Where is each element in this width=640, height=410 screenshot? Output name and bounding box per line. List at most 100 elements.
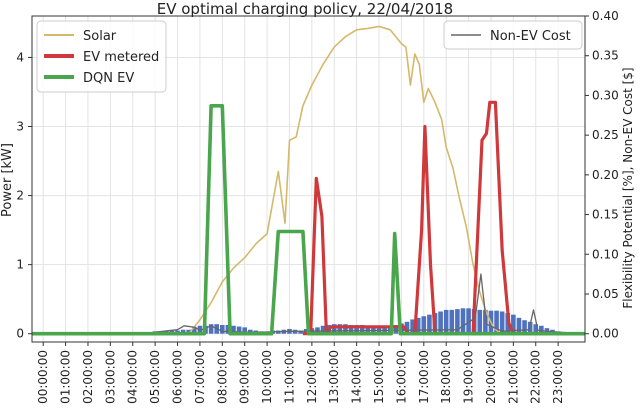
- y-axis-right-label: Flexibility Potential [%], Non-EV Cost […: [621, 67, 635, 308]
- flexibility-bar: [415, 317, 421, 334]
- flexibility-bar: [499, 311, 505, 334]
- x-tick-label: 18:00:00: [439, 350, 453, 404]
- flexibility-bar: [236, 326, 242, 334]
- x-axis: 00:00:00 01:00:00 02:00:00 03:00:00 04:00:00…: [36, 342, 565, 404]
- y-right-tick-label: 0.20: [592, 168, 619, 182]
- flexibility-bar: [376, 325, 382, 334]
- flexibility-bar: [477, 309, 483, 334]
- x-tick-label: 04:00:00: [126, 350, 140, 404]
- flexibility-bar: [527, 321, 533, 334]
- flexibility-bar: [348, 324, 354, 334]
- y-right-tick-label: 0.30: [592, 88, 619, 102]
- x-tick-label: 15:00:00: [372, 350, 386, 404]
- flexibility-bar: [443, 309, 449, 334]
- y-right-tick-label: 0.35: [592, 49, 619, 63]
- flexibility-bar: [359, 324, 365, 334]
- y-axis-right: 0.00 0.05 0.10 0.15 0.20 0.25 0.30 0.35 0.40: [585, 9, 619, 341]
- x-tick-label: 19:00:00: [462, 350, 476, 404]
- x-tick-label: 07:00:00: [193, 350, 207, 404]
- x-tick-label: 02:00:00: [81, 350, 95, 404]
- x-tick-label: 06:00:00: [171, 350, 185, 404]
- series-lines: [32, 25, 586, 336]
- y-right-tick-label: 0.00: [592, 327, 619, 341]
- x-tick-label: 23:00:00: [551, 350, 565, 404]
- y-left-tick-label: 0: [16, 327, 24, 341]
- legend-label-non-ev-cost: Non-EV Cost: [490, 29, 571, 44]
- flexibility-bar: [186, 329, 192, 334]
- x-tick-label: 12:00:00: [305, 350, 319, 404]
- flexibility-bar: [208, 324, 214, 334]
- flexibility-bar: [298, 330, 303, 334]
- flexibility-bar: [466, 308, 471, 334]
- y-right-tick-label: 0.05: [592, 287, 619, 301]
- flexibility-bar: [320, 325, 326, 334]
- flexibility-bar: [365, 325, 371, 334]
- y-right-tick-label: 0.10: [592, 247, 619, 261]
- flexibility-bar: [404, 321, 410, 334]
- y-left-tick-label: 4: [16, 50, 24, 64]
- x-tick-label: 08:00:00: [215, 350, 229, 404]
- y-right-tick-label: 0.25: [592, 128, 619, 142]
- x-tick-label: 22:00:00: [529, 350, 543, 404]
- flexibility-bar: [337, 324, 343, 334]
- legend-right: Non-EV Cost: [443, 20, 583, 50]
- flexibility-bar: [421, 316, 427, 334]
- flexibility-bar: [331, 324, 337, 334]
- series-line-dqn-ev: [32, 104, 585, 336]
- legend-label-dqn-ev: DQN EV: [83, 71, 134, 86]
- flexibility-bar: [343, 324, 348, 334]
- flexibility-bar: [354, 324, 359, 334]
- series-line-non-ev-cost: [32, 273, 586, 335]
- x-tick-label: 20:00:00: [484, 350, 498, 404]
- flexibility-bar: [427, 314, 432, 334]
- flexibility-bar: [371, 325, 376, 334]
- x-tick-label: 21:00:00: [506, 350, 520, 404]
- flexibility-bar: [511, 314, 516, 334]
- plot-frame: [31, 15, 586, 343]
- flexibility-bar: [494, 310, 499, 334]
- flexibility-bar: [516, 317, 522, 334]
- flexibility-bar: [533, 324, 539, 334]
- y-right-tick-label: 0.40: [592, 9, 619, 23]
- x-tick-label: 09:00:00: [238, 350, 252, 404]
- x-tick-label: 13:00:00: [327, 350, 341, 404]
- flexibility-bar: [231, 325, 236, 334]
- flexibility-bar: [410, 319, 415, 334]
- flexibility-bar: [242, 327, 247, 334]
- x-tick-label: 11:00:00: [282, 350, 296, 404]
- x-tick-label: 16:00:00: [394, 350, 408, 404]
- y-right-tick-label: 0.15: [592, 208, 619, 222]
- legend-right-box: [443, 20, 583, 50]
- flexibility-bar: [192, 327, 197, 334]
- chart-title: EV optimal charging policy, 22/04/2018: [157, 0, 453, 18]
- y-axis-left-label: Power [kW]: [0, 143, 15, 217]
- flexibility-bar: [455, 309, 460, 334]
- flexibility-bar: [522, 320, 527, 334]
- x-tick-label: 00:00:00: [36, 350, 50, 404]
- legend-label-ev-metered: EV metered: [83, 50, 159, 65]
- flexibility-bar: [382, 325, 387, 334]
- y-axis-left: 0 1 2 3 4: [16, 50, 32, 341]
- y-left-tick-label: 2: [16, 189, 24, 203]
- x-tick-label: 03:00:00: [103, 350, 117, 404]
- flexibility-bar: [539, 325, 544, 334]
- flexibility-bar: [460, 308, 466, 334]
- x-tick-label: 14:00:00: [350, 350, 364, 404]
- x-tick-label: 01:00:00: [59, 350, 73, 404]
- legend-left: Solar EV metered DQN EV: [36, 20, 167, 93]
- series-line-ev-metered: [302, 100, 515, 336]
- x-tick-label: 05:00:00: [148, 350, 162, 404]
- flexibility-bar: [438, 311, 443, 334]
- flexibility-bar: [393, 324, 399, 334]
- y-left-tick-label: 1: [16, 258, 24, 272]
- x-tick-label: 10:00:00: [260, 350, 274, 404]
- x-tick-label: 17:00:00: [417, 350, 431, 404]
- series-line-solar: [188, 25, 501, 335]
- flexibility-bar: [449, 309, 455, 334]
- flexibility-bar: [483, 309, 488, 334]
- y-left-tick-label: 3: [16, 120, 24, 134]
- flexibility-bar: [220, 324, 225, 334]
- legend-left-box: [36, 20, 167, 93]
